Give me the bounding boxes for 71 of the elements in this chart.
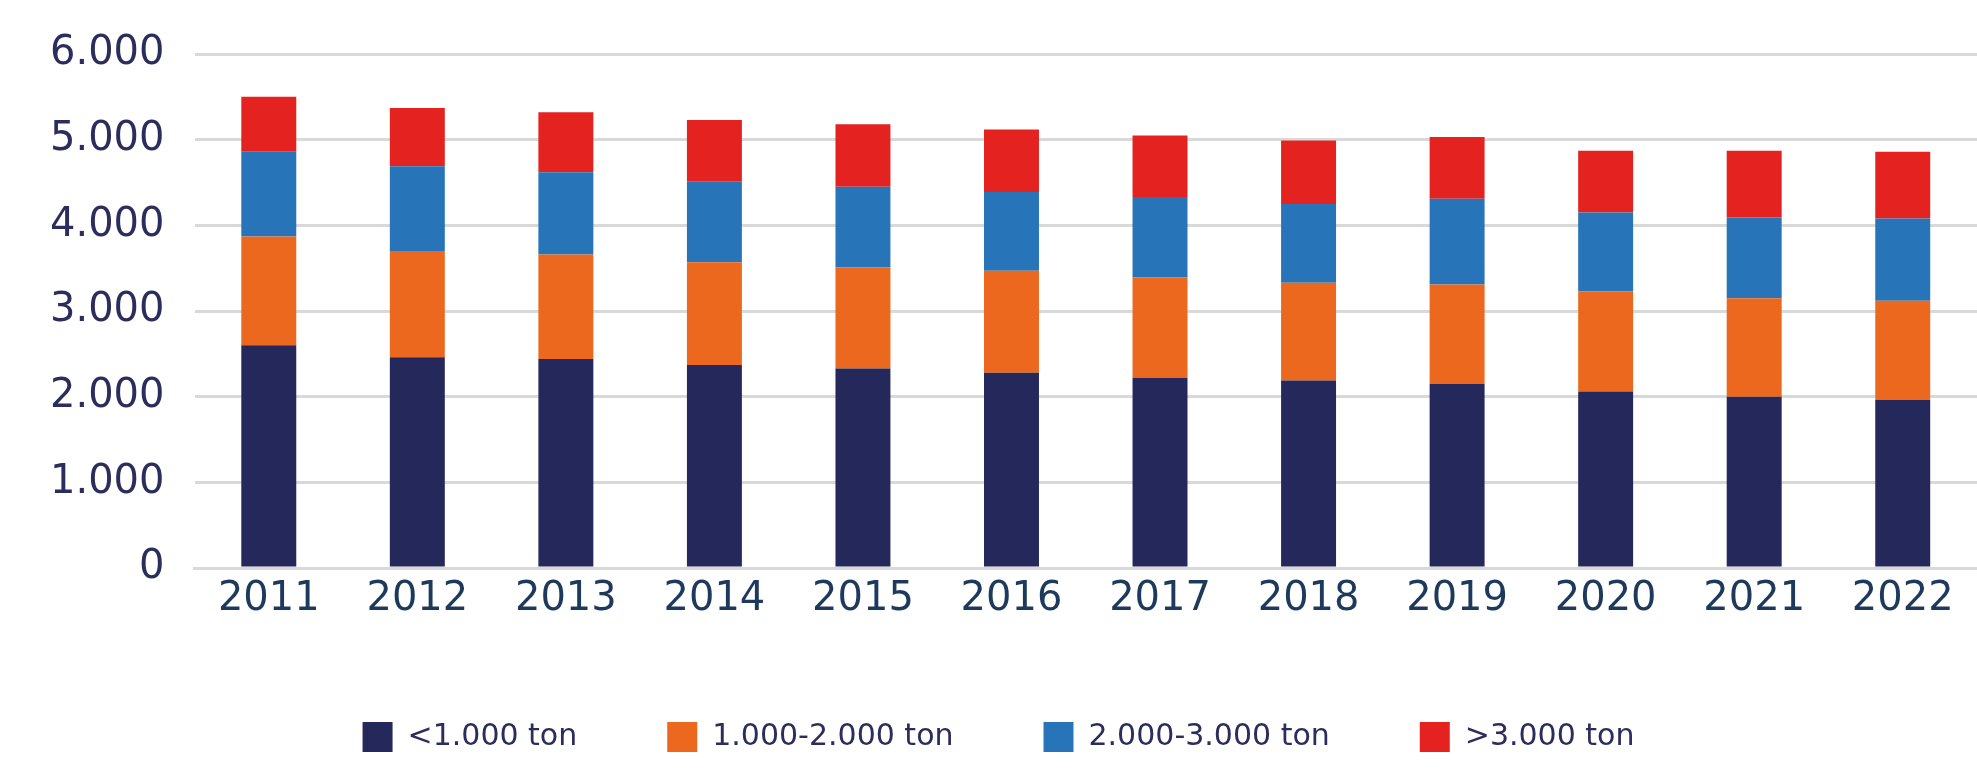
bar [241,96,297,152]
bar [1726,217,1782,299]
x-tick-label: 2011 [217,573,320,620]
bar [1429,198,1485,285]
bar [389,251,445,358]
bar [835,368,891,567]
bar [1429,383,1485,567]
bar [538,254,594,359]
x-tick-label: 2013 [514,573,617,620]
x-tick-label: 2018 [1257,573,1360,620]
bar [1875,300,1931,401]
bar [1132,135,1188,198]
bar [241,151,297,237]
bar [1281,380,1337,567]
bar [1726,150,1782,218]
y-tick-label: 6.000 [50,27,165,74]
bar [1875,400,1931,567]
bar [686,262,742,365]
bar [835,186,891,268]
bar [686,119,742,182]
bar [1281,203,1337,283]
x-tick-label: 2019 [1406,573,1509,620]
x-tick-label: 2022 [1851,573,1954,620]
y-tick-label: 5.000 [50,113,165,160]
bar [1281,282,1337,381]
legend-label: >3.000 ton [1464,716,1635,752]
bar [835,267,891,369]
bar [1726,396,1782,567]
x-tick-label: 2020 [1554,573,1657,620]
y-tick-label: 4.000 [50,198,165,245]
x-tick-label: 2017 [1109,573,1211,620]
bar [1726,298,1782,397]
bar [1132,197,1188,278]
bar [241,236,297,346]
bar [1132,277,1188,378]
bar [984,129,1039,192]
bar [241,345,297,567]
bar [538,112,594,173]
y-tick-label: 1.000 [50,455,165,502]
bar [1875,218,1931,301]
y-tick-label: 0 [139,541,165,588]
legend-label: 2.000-3.000 ton [1088,716,1330,752]
x-tick-label: 2016 [960,573,1063,620]
bar [984,191,1039,271]
bar [984,372,1039,567]
x-tick-label: 2015 [812,573,914,620]
bar [1578,212,1634,292]
bar [686,181,742,263]
bar [1578,291,1634,392]
x-tick-label: 2021 [1703,573,1806,620]
bar [1132,377,1188,567]
legend-label: 1.000-2.000 ton [712,716,954,752]
bar [389,107,445,167]
bar [538,172,594,255]
bar [1578,150,1634,213]
bar [1429,284,1485,384]
bar [389,357,445,567]
y-tick-label: 3.000 [50,284,165,331]
x-tick-label: 2014 [663,573,766,620]
bar [389,166,445,252]
bar [1281,140,1337,204]
bar [686,364,742,567]
bar [984,270,1039,373]
bar [1875,151,1931,219]
bar [835,124,891,187]
legend-label: <1.000 ton [407,716,578,752]
bar [1429,137,1485,199]
x-tick-label: 2012 [366,573,469,620]
bar [538,358,594,567]
bar [1578,391,1634,567]
y-tick-label: 2.000 [50,370,165,417]
